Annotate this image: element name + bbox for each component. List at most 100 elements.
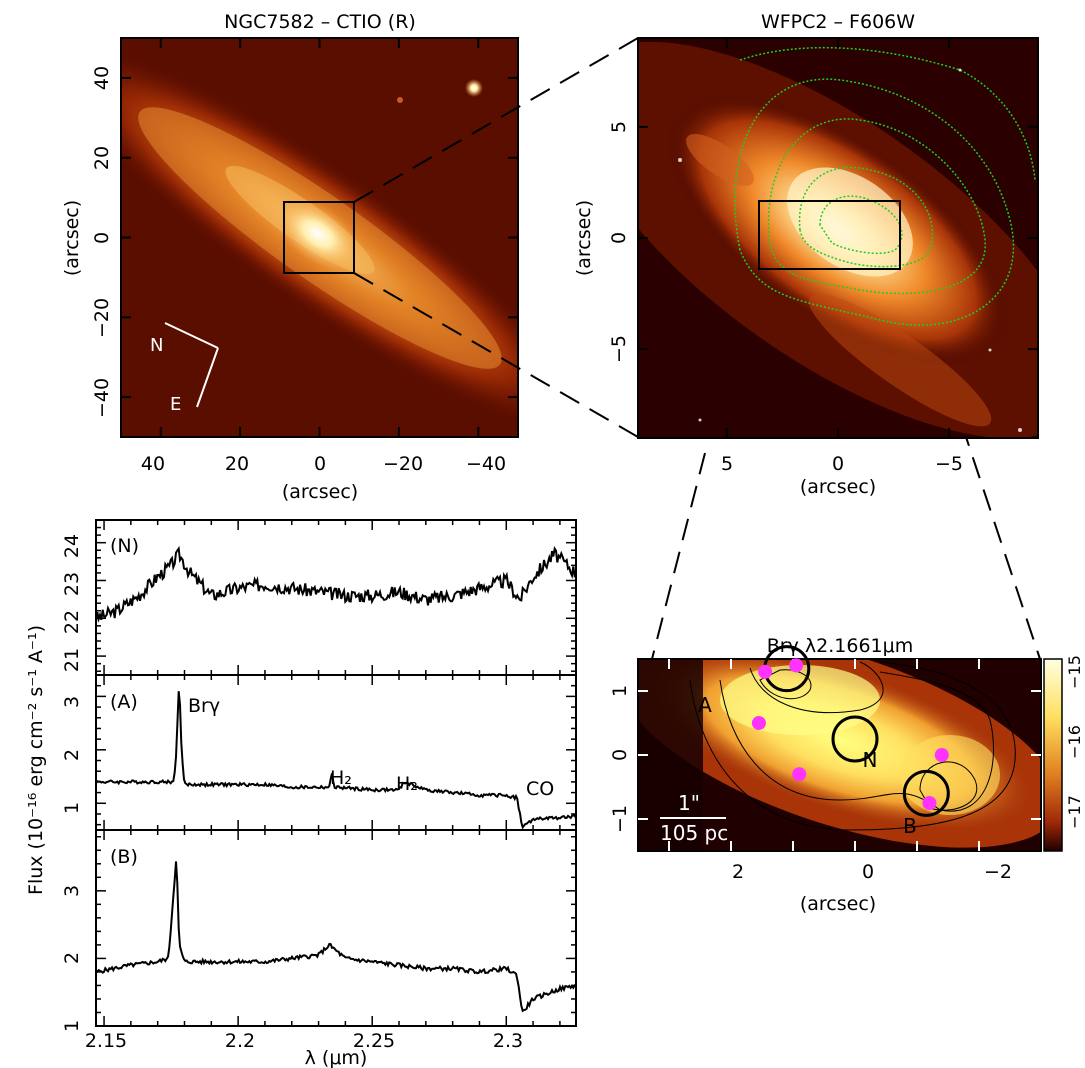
- line-label-h2-b: H₂: [396, 773, 418, 795]
- compass-n-label: N: [150, 335, 163, 356]
- ngc-xtick-label: 0: [314, 453, 326, 475]
- source-marker: [751, 716, 766, 730]
- ngc-xticks: 40 20 0 −20 −40: [141, 453, 506, 475]
- ytick-label: 1: [61, 1020, 83, 1032]
- wfpc-ytick-label: 0: [608, 232, 630, 244]
- wfpc-xlabel: (arcsec): [800, 476, 876, 498]
- ngc-panel: N E NGC7582 – CTIO (R) 40 20 0 −20 −40 4…: [61, 11, 519, 503]
- xtick-label: 2.15: [85, 1030, 127, 1052]
- xtick-label: 2.2: [225, 1030, 255, 1052]
- wfpc-yticks: 5 0 −5: [608, 121, 630, 363]
- wfpc-panel: WFPC2 – F606W 5 0 −5 5 0 −5 (arcsec) (ar…: [573, 11, 1039, 498]
- ngc-xtick-label: 40: [141, 453, 165, 475]
- line-label-h2-a: H₂: [330, 767, 352, 789]
- brg-markers: [751, 645, 950, 817]
- spectra-xticks: 2.15 2.2 2.25 2.3: [85, 1030, 523, 1052]
- ngc-title: NGC7582 – CTIO (R): [224, 11, 416, 33]
- brg-xtick-label: −2: [984, 861, 1012, 883]
- spectrum-n-yticks: 21 22 23 24: [61, 534, 83, 672]
- ngc-yticks: 40 20 0 −20 −40: [91, 66, 113, 418]
- ngc-xtick-label: 20: [225, 453, 249, 475]
- brg-xtick-label: 2: [732, 861, 744, 883]
- wfpc-ticks: [638, 38, 1038, 438]
- spectra-xlabel: λ (μm): [305, 1047, 368, 1068]
- line-label-brg: Brγ: [188, 695, 220, 717]
- brg-image: [638, 659, 1041, 851]
- brg-ytick-label: 1: [609, 685, 631, 697]
- ngc-ylabel: (arcsec): [61, 200, 83, 276]
- wfpc-zoom-box: [758, 200, 901, 270]
- ytick-label: 2: [61, 749, 83, 761]
- brg-xticks: 2 0 −2: [732, 861, 1012, 883]
- brg-ytick-label: −1: [609, 805, 631, 833]
- ytick-label: 1: [61, 802, 83, 814]
- ytick-label: 3: [61, 885, 83, 897]
- brg-title: Brγ λ2.1661μm: [767, 635, 913, 657]
- ytick-label: 24: [61, 534, 83, 558]
- compass-icon: [164, 322, 219, 408]
- xtick-label: 2.3: [493, 1030, 523, 1052]
- wfpc-image: [638, 38, 1038, 438]
- colorbar-tick-label: −15: [1065, 655, 1084, 689]
- wfpc-xticks: 5 0 −5: [721, 453, 963, 475]
- compass-e-label: E: [170, 394, 181, 415]
- source-marker: [922, 796, 937, 810]
- brg-ytick-label: 0: [609, 749, 631, 761]
- wfpc-xtick-label: 0: [832, 453, 844, 475]
- ngc-xtick-label: −40: [466, 453, 506, 475]
- zoom-connectors: [353, 37, 1041, 660]
- source-marker: [792, 767, 807, 782]
- spectrum-a-yticks: 1 2 3: [61, 696, 83, 814]
- aperture-circle-n: [831, 715, 879, 763]
- source-marker: [934, 748, 949, 762]
- wfpc-contours: [734, 46, 1036, 326]
- aperture-circle-b: [902, 769, 950, 817]
- wfpc-ytick-label: −5: [608, 335, 630, 363]
- brg-label-b: B: [903, 814, 917, 838]
- spectrum-b-yticks: 1 2 3: [61, 885, 83, 1032]
- spectrum-a-frame: [95, 674, 577, 831]
- brg-yticks: 1 0 −1: [609, 685, 631, 833]
- wfpc-xtick-label: −5: [935, 453, 963, 475]
- scale-bar-bottom-label: 105 pc: [660, 821, 728, 845]
- brg-panel: Brγ λ2.1661μm A N B 1" 105 pc 2 0 −2 1 0…: [609, 635, 1084, 915]
- ngc-ytick-label: 0: [91, 232, 113, 244]
- ytick-label: 22: [61, 610, 83, 634]
- brg-label-n: N: [863, 748, 878, 772]
- spectrum-line: [95, 691, 577, 830]
- spectrum-n-label: (N): [110, 535, 139, 557]
- ytick-label: 21: [61, 648, 83, 672]
- colorbar-tick-label: −17: [1065, 795, 1084, 829]
- ngc-ytick-label: −20: [91, 298, 113, 338]
- brg-label-a: A: [698, 693, 712, 717]
- spectrum-line: [95, 545, 577, 623]
- ngc-ytick-label: 40: [91, 66, 113, 90]
- wfpc-xtick-label: 5: [721, 453, 733, 475]
- source-marker: [789, 658, 804, 673]
- wfpc-ylabel: (arcsec): [573, 200, 595, 276]
- spectra-panel: (N) (A) (B) Brγ H₂ H₂ CO 21 22 23 24 1 2…: [25, 519, 577, 1068]
- source-marker: [758, 664, 773, 679]
- ngc-ytick-label: 20: [91, 146, 113, 170]
- scale-bar-top-label: 1": [678, 791, 700, 815]
- spectrum-a-label: (A): [110, 691, 138, 713]
- ngc-xlabel: (arcsec): [282, 481, 358, 503]
- ngc-xtick-label: −20: [383, 453, 423, 475]
- ytick-label: 23: [61, 572, 83, 596]
- xtick-label: 2.25: [353, 1030, 395, 1052]
- spectra-ticks: [96, 519, 576, 1027]
- scale-bar: 1" 105 pc: [660, 791, 728, 845]
- ngc-ytick-label: −40: [91, 378, 113, 418]
- ngc-zoom-box: [283, 201, 355, 274]
- spectra-ylabel: Flux (10⁻¹⁶ erg cm⁻² s⁻¹ A⁻¹): [25, 625, 47, 895]
- wfpc-title: WFPC2 – F606W: [761, 11, 915, 33]
- spectrum-n-frame: [95, 519, 577, 676]
- wfpc-ytick-label: 5: [608, 121, 630, 133]
- spectra-lines: [95, 545, 577, 1013]
- brg-xlabel: (arcsec): [800, 893, 876, 915]
- ytick-label: 2: [61, 952, 83, 964]
- spectrum-b-frame: [95, 829, 577, 1027]
- ngc-image: [121, 38, 518, 437]
- ytick-label: 3: [61, 696, 83, 708]
